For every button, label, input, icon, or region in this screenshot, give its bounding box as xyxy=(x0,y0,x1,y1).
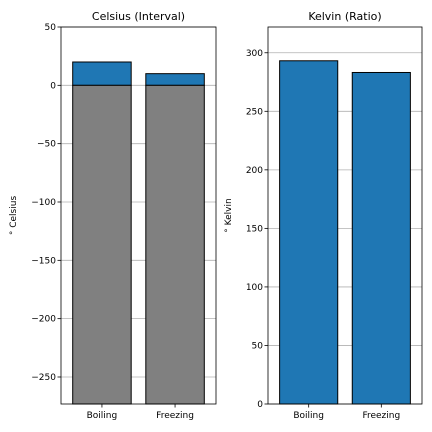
kelvin-y-axis-label: ° Kelvin xyxy=(224,198,234,232)
celsius-ytick-label: −50 xyxy=(37,140,56,150)
celsius-chart-title: Celsius (Interval) xyxy=(92,10,185,23)
kelvin-ytick-label: 250 xyxy=(246,107,263,117)
kelvin-bar-freezing-s0 xyxy=(351,71,411,405)
kelvin-ytick-label: 50 xyxy=(252,341,264,351)
celsius-ytick-label: −200 xyxy=(31,315,56,325)
kelvin-bar-boiling-s0 xyxy=(279,60,339,405)
celsius-bar-freezing-s0 xyxy=(145,73,205,86)
celsius-ytick-label: 50 xyxy=(45,23,57,33)
kelvin-chart-title: Kelvin (Ratio) xyxy=(308,10,381,23)
celsius-panel: −250 −200 −150 −100 −50 0 50 Boiling Freezing Cel… xyxy=(9,10,217,421)
celsius-axes-frame xyxy=(60,26,217,405)
celsius-bar-boiling-s1 xyxy=(72,84,132,405)
kelvin-axes-frame xyxy=(267,26,423,405)
kelvin-ytick-label: 300 xyxy=(246,49,263,59)
celsius-xtick-label: Boiling xyxy=(87,411,118,421)
celsius-ytick-label: −250 xyxy=(31,373,56,383)
kelvin-xtick-label: Boiling xyxy=(293,411,324,421)
kelvin-ytick-label: 150 xyxy=(246,224,263,234)
kelvin-ytick-label: 200 xyxy=(246,166,263,176)
celsius-y-axis-label: ° Celsius xyxy=(9,196,19,236)
celsius-xtick-label: Freezing xyxy=(156,411,194,421)
celsius-ytick-label: 0 xyxy=(50,81,56,91)
celsius-bar-freezing-s1 xyxy=(145,84,205,405)
kelvin-xtick-label: Freezing xyxy=(362,411,400,421)
kelvin-panel: 0 50 100 150 200 250 300 Boiling Freezing Kelvin … xyxy=(224,10,423,421)
kelvin-ytick-label: 100 xyxy=(246,283,263,293)
kelvin-ytick-label: 0 xyxy=(257,400,263,410)
celsius-bar-boiling-s0 xyxy=(72,61,132,86)
celsius-ytick-label: −150 xyxy=(31,256,56,266)
celsius-ytick-label: −100 xyxy=(31,198,56,208)
